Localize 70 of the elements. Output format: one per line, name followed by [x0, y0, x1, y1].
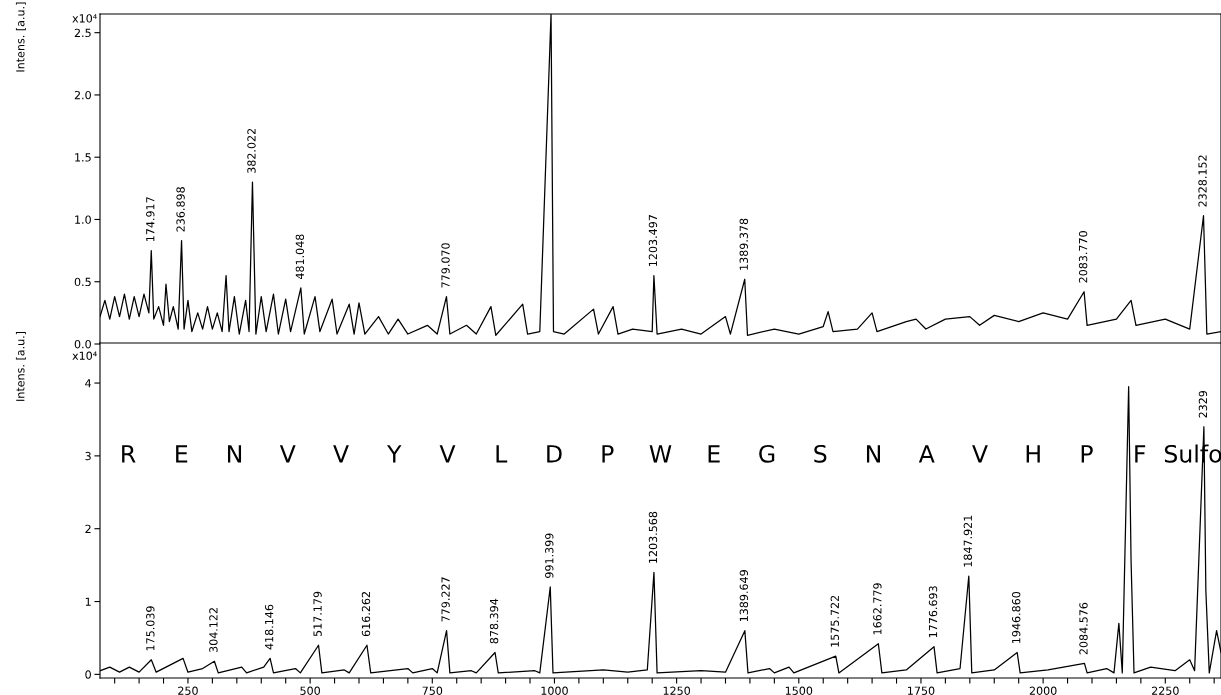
y-tick-label: 4: [85, 379, 92, 388]
annotation: 878.394: [489, 598, 499, 644]
text: x10⁴: [72, 351, 97, 360]
annotation: N: [866, 445, 880, 463]
y-tick-label: 1.0: [75, 215, 91, 224]
annotation: 1946.860: [1012, 591, 1021, 643]
annotation: 2083.770: [1078, 231, 1088, 283]
y-tick-label: 2: [85, 524, 91, 533]
annotation: 1389.378: [739, 218, 748, 270]
y-tick-label: 0: [85, 670, 91, 679]
y-tick-label: 2.0: [74, 90, 91, 100]
y-tick-label: 2.5: [74, 28, 91, 38]
annotation: D: [547, 445, 562, 463]
annotation: 236.898: [176, 187, 185, 232]
annotation: 1662.779: [873, 583, 882, 635]
annotation: 2329: [1198, 390, 1208, 418]
annotation: 382.022: [247, 128, 256, 173]
annotation: E: [708, 445, 720, 463]
annotation: N: [228, 445, 242, 463]
annotation: A: [918, 445, 935, 463]
annotation: P: [1081, 445, 1093, 463]
x-tick-label: 1250: [663, 686, 691, 695]
y-tick-label: 1.5: [75, 153, 91, 162]
annotation: 2328.152: [1198, 155, 1207, 207]
y-axis-title: Intens. [a.u.]: [15, 2, 26, 72]
annotation: R: [122, 445, 136, 463]
x-tick-label: 1500: [785, 686, 813, 695]
x-tick-label: 2250: [1151, 686, 1179, 695]
annotation: 616.262: [361, 592, 371, 637]
y-tick-label: 1: [85, 597, 91, 606]
x-tick-label: 250: [178, 686, 198, 695]
annotation: 1847.921: [963, 515, 973, 567]
annotation: 304.122: [209, 608, 218, 653]
annotation: 779.227: [441, 577, 450, 622]
x-tick-label: 750: [422, 686, 443, 695]
annotation: 1203.497: [648, 215, 658, 266]
x-tick-label: 2000: [1029, 686, 1057, 695]
annotation: V: [333, 445, 349, 463]
x-tick-label: 500: [300, 686, 320, 695]
annotation: 1389.649: [739, 570, 749, 622]
annotation: G: [759, 444, 775, 463]
annotation: S: [814, 444, 827, 463]
annotation: 991.399: [545, 533, 554, 578]
text: x10⁴: [72, 14, 97, 23]
annotation: 481.048: [295, 234, 305, 280]
annotation: L: [496, 445, 508, 463]
annotation: V: [439, 445, 456, 463]
annotation: V: [972, 445, 988, 463]
annotation: F: [1135, 445, 1146, 463]
annotation: 517.179: [313, 591, 322, 637]
y-tick-label: 0.5: [74, 277, 91, 287]
annotation: 779.070: [441, 243, 450, 288]
annotation: P: [602, 445, 614, 463]
annotation: 1203.568: [648, 511, 658, 563]
annotation: 1776.693: [928, 586, 938, 638]
annotation: 174.917: [146, 197, 155, 242]
x-tick-label: 1750: [908, 686, 935, 695]
annotation: 418.146: [264, 604, 274, 650]
annotation: E: [176, 445, 188, 463]
x-tick-label: 1000: [541, 686, 568, 695]
annotation: 1575.722: [830, 595, 840, 647]
y-tick-label: 0.0: [74, 339, 91, 349]
annotation: H: [1026, 445, 1040, 463]
annotation: W: [649, 445, 672, 463]
annotation: V: [279, 445, 296, 463]
annotation: Y: [387, 445, 402, 463]
annotation: 2084.576: [1079, 602, 1088, 655]
y-axis-title: Intens. [a.u.]: [15, 331, 26, 401]
y-tick-label: 3: [85, 451, 91, 461]
annotation: 175.039: [146, 606, 155, 651]
